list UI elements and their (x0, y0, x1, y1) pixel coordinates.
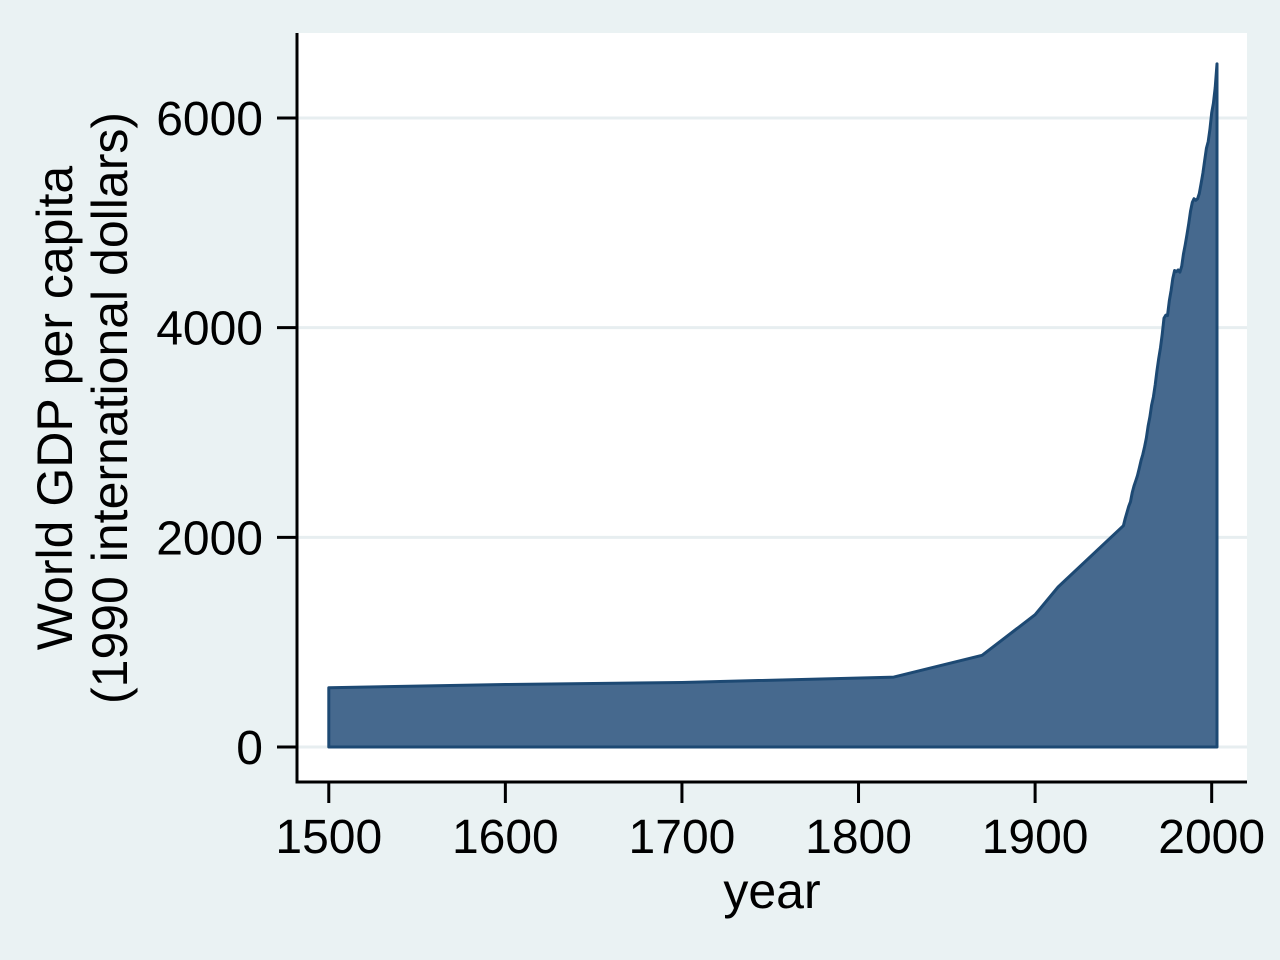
y-tick-label-6000: 6000 (156, 93, 263, 146)
x-tick-label-1800: 1800 (805, 811, 912, 864)
y-tick-label-4000: 4000 (156, 303, 263, 356)
x-tick-label-1600: 1600 (452, 811, 559, 864)
x-tick-label-1700: 1700 (629, 811, 736, 864)
x-axis-title: year (723, 863, 820, 919)
y-tick-label-0: 0 (236, 722, 263, 775)
x-tick-label-1900: 1900 (982, 811, 1089, 864)
y-axis-title-line-1: World GDP per capita (27, 166, 83, 651)
y-axis-title-line-2: (1990 international dollars) (82, 112, 138, 704)
area-series-0 (327, 62, 1219, 749)
x-tick-label-2000: 2000 (1158, 811, 1265, 864)
tick-labels-group: 0 2000 4000 6000 1500 1600 1700 1800 1900 2000 (156, 93, 1265, 864)
area-series-group (327, 62, 1219, 749)
x-tick-label-1500: 1500 (275, 811, 382, 864)
y-tick-label-2000: 2000 (156, 512, 263, 565)
tick-marks-group (277, 116, 1214, 803)
